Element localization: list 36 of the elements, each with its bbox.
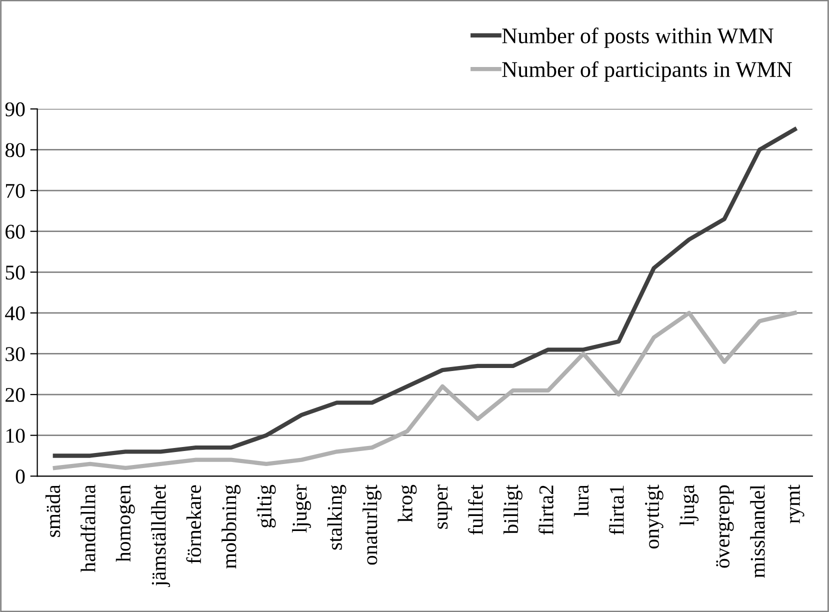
x-tick-label: onyttigt bbox=[645, 484, 664, 548]
x-tick-label: homogen bbox=[116, 484, 135, 562]
x-tick-label: övergrepp bbox=[716, 485, 734, 568]
x-tick-label: ljuga bbox=[680, 484, 699, 526]
x-tick-label: ljuger bbox=[292, 484, 312, 533]
y-tick-label: 20 bbox=[6, 388, 25, 402]
x-tick-label: flirta2 bbox=[538, 486, 554, 535]
x-tick-label: krog bbox=[398, 484, 417, 522]
legend-label: Number of participants in WMN bbox=[502, 61, 792, 82]
y-tick-label: 80 bbox=[5, 143, 25, 158]
x-tick-label: mobbning bbox=[222, 484, 241, 569]
legend-label: Number of posts within WMN bbox=[502, 28, 774, 48]
x-tick-label: stalking bbox=[327, 484, 346, 550]
y-tick-label: 70 bbox=[6, 184, 25, 198]
x-tick-label: onaturligt bbox=[362, 484, 382, 565]
x-tick-label: jämställdhet bbox=[151, 484, 170, 587]
x-tick-label: lura bbox=[574, 484, 589, 516]
x-tick-label: handfallna bbox=[80, 484, 96, 572]
line-series bbox=[52, 127, 797, 458]
y-tick-label: 0 bbox=[16, 470, 25, 484]
y-tick-label: 90 bbox=[5, 102, 25, 116]
x-tick-label: smäda bbox=[45, 484, 60, 537]
x-tick-label: billigt bbox=[503, 484, 522, 534]
x-tick-label: giltig bbox=[256, 484, 276, 528]
x-tick-label: misshandel bbox=[750, 484, 765, 578]
x-tick-label: super bbox=[438, 484, 452, 529]
x-tick-label: förnekare bbox=[186, 485, 202, 564]
y-tick-label: 10 bbox=[6, 428, 25, 443]
x-tick-label: rymt bbox=[788, 484, 804, 524]
y-tick-label: 30 bbox=[6, 347, 25, 362]
y-tick-label: 60 bbox=[6, 224, 25, 239]
x-tick-label: flirta1 bbox=[608, 486, 624, 535]
y-tick-label: 50 bbox=[6, 266, 25, 280]
y-tick-label: 40 bbox=[5, 306, 25, 320]
x-tick-label: fullfet bbox=[468, 484, 483, 535]
line-series bbox=[52, 310, 797, 470]
